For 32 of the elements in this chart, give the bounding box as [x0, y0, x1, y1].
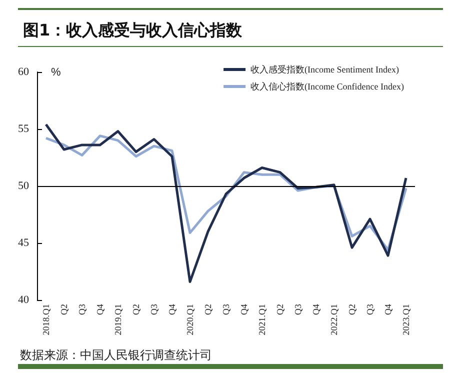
x-tick-label: Q4 — [383, 304, 393, 315]
x-tick-label: Q3 — [293, 304, 303, 315]
legend-label: 收入信心指数(Income Confidence Index) — [250, 82, 404, 92]
x-tick-label: Q3 — [365, 304, 375, 315]
x-tick-label: Q4 — [167, 304, 177, 315]
y-tick-label: 45 — [18, 237, 30, 249]
x-tick-label: Q3 — [149, 304, 159, 315]
x-tick-label: 2023.Q1 — [401, 304, 411, 336]
y-tick-label: 50 — [18, 180, 30, 192]
x-tick-label: Q4 — [95, 304, 105, 315]
y-tick-label: 40 — [18, 294, 30, 306]
x-tick-label: Q2 — [131, 304, 141, 315]
x-tick-label: 2021.Q1 — [257, 304, 267, 336]
x-tick-label: Q2 — [203, 304, 213, 315]
x-tick-label: Q4 — [239, 304, 249, 315]
line-series — [44, 123, 408, 284]
x-tick-label: 2019.Q1 — [113, 304, 123, 336]
x-tick-label: Q3 — [77, 304, 87, 315]
x-tick-label: 2020.Q1 — [185, 304, 195, 336]
x-tick-label: 2022.Q1 — [329, 304, 339, 336]
x-tick-label: Q2 — [275, 304, 285, 315]
y-tick-label: 55 — [18, 123, 30, 135]
x-tick-label: Q4 — [311, 304, 321, 315]
legend-label: 收入感受指数(Income Sentiment Index) — [250, 64, 400, 74]
y-tick-label: 60 — [18, 66, 30, 78]
x-tick-label: Q3 — [221, 304, 231, 315]
source-note: 数据来源：中国人民银行调查统计司 — [20, 348, 212, 362]
x-tick-label: 2018.Q1 — [41, 304, 51, 336]
x-tick-label: Q2 — [347, 304, 357, 315]
y-axis-title: % — [51, 66, 61, 78]
chart-title: 图1：收入感受与收入信心指数 — [23, 20, 244, 40]
x-tick-label: Q2 — [59, 304, 69, 315]
